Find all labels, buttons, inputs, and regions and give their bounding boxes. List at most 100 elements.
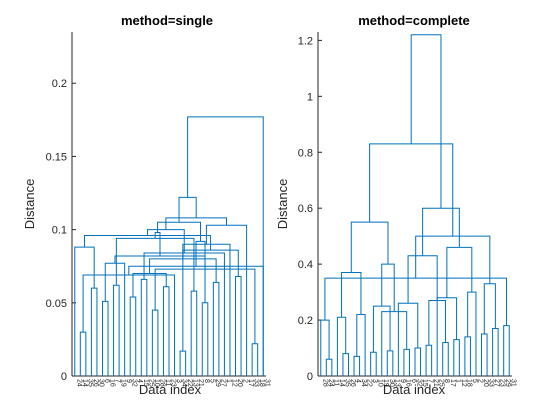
dendrogram-link: [320, 319, 330, 376]
dendrogram-link: [467, 291, 477, 376]
leaf-label: 18: [465, 379, 472, 387]
leaf-label: 10: [377, 379, 384, 387]
y-tick-label: 0.15: [46, 151, 67, 163]
leaf-label: 1: [454, 379, 461, 383]
leaf-label: 23: [170, 379, 177, 387]
leaf-label: 26: [349, 379, 356, 387]
leaf-label: 15: [142, 379, 149, 387]
dendrogram-link: [151, 309, 159, 376]
leaf-label: 28: [158, 379, 165, 387]
leaf-label: 34: [360, 379, 367, 387]
dendrogram-link: [162, 286, 170, 376]
leaf-label: 19: [382, 379, 389, 387]
dendrogram-link: [90, 287, 98, 376]
dendrogram-link: [212, 281, 220, 376]
dendrogram-link: [324, 277, 507, 326]
leaf-label: 1: [225, 379, 232, 383]
complete-x-axis-label: Data index: [383, 382, 446, 397]
leaf-label: 20: [236, 379, 243, 387]
leaf-label: 33: [488, 379, 495, 387]
complete-linkage-panel: method=complete Data index Distance 0 0.2…: [275, 13, 517, 397]
dendrogram-link: [381, 263, 395, 312]
dendrogram-link: [442, 341, 449, 376]
complete-panel-title: method=complete: [358, 13, 470, 28]
leaf-label: 32: [416, 379, 423, 387]
dendrogram-link: [79, 331, 87, 376]
dendrogram-link: [342, 353, 349, 376]
dendrogram-link: [381, 311, 408, 376]
dendrogram-link: [179, 350, 187, 376]
leaf-label: 15: [421, 379, 428, 387]
y-tick-label: 1: [307, 91, 313, 103]
dendrogram-link: [414, 347, 422, 376]
leaf-label: 13: [393, 379, 400, 387]
leaf-label: 11: [332, 379, 339, 386]
complete-dendrogram-links: [320, 34, 510, 376]
dendrogram-link: [353, 355, 361, 376]
dendrogram-link: [235, 275, 242, 376]
leaf-label: 33: [253, 379, 260, 387]
dendrogram-link: [187, 116, 264, 376]
leaf-label: 5: [471, 379, 478, 383]
leaf-label: 25: [438, 379, 445, 387]
dendrogram-link: [101, 300, 109, 376]
leaf-label: 10: [153, 379, 160, 387]
y-tick-label: 0.6: [298, 203, 313, 215]
dendrogram-link: [410, 34, 442, 209]
leaf-label: 19: [120, 379, 127, 387]
leaf-label: 2: [476, 379, 483, 383]
leaf-label: 5: [208, 379, 215, 383]
dendrogram-link: [415, 235, 491, 284]
leaf-label: 30: [388, 379, 395, 387]
leaf-label: 4: [136, 379, 143, 383]
dendrogram-link: [182, 243, 231, 376]
leaf-label: 17: [449, 379, 456, 387]
single-y-axis-label: Distance: [22, 179, 37, 230]
y-tick-label: 0.2: [298, 315, 313, 327]
dendrogram-link: [503, 325, 510, 376]
dendrogram-link: [425, 344, 433, 376]
leaf-label: 16: [404, 379, 411, 387]
dendrogram-link: [341, 272, 362, 318]
y-tick-label: 0: [307, 371, 313, 383]
leaf-label: 8: [203, 379, 210, 383]
dendrogram-link: [422, 207, 460, 256]
leaf-label: 9: [125, 379, 132, 383]
single-leaf-labels: 2414352630616719932415251028112333422132…: [75, 379, 270, 387]
leaf-label: 8: [443, 379, 450, 383]
dendrogram-link: [446, 246, 473, 298]
dendrogram-link: [195, 240, 206, 303]
dendrogram-link: [143, 252, 225, 376]
leaf-label: 24: [75, 379, 82, 387]
dendrogram-link: [129, 296, 137, 376]
leaf-label: 26: [92, 379, 99, 387]
dendrogram-link: [201, 302, 209, 376]
single-x-axis-label: Data index: [139, 382, 202, 397]
leaf-label: 31: [264, 379, 271, 387]
leaf-label: 16: [109, 379, 116, 387]
leaf-label: 13: [192, 379, 199, 387]
dendrogram-link: [128, 265, 264, 376]
leaf-label: 14: [81, 379, 88, 387]
single-dendrogram-links: [74, 116, 264, 376]
leaf-label: 23: [499, 379, 506, 387]
leaf-label: 28: [321, 379, 328, 387]
leaf-label: 6: [103, 379, 110, 383]
single-y-ticks: 0 0.05 0.1 0.15 0.2: [46, 78, 76, 383]
y-tick-label: 0.4: [298, 259, 313, 271]
leaf-label: 14: [338, 379, 345, 387]
dendrogram-link: [369, 143, 454, 237]
leaf-label: 22: [186, 379, 193, 387]
dendrogram-link: [178, 196, 197, 223]
complete-leaf-labels: 2824111435264342231019301391663215721258…: [321, 379, 516, 387]
leaf-label: 20: [482, 379, 489, 387]
single-panel-title: method=single: [121, 13, 213, 28]
leaf-label: 34: [181, 379, 188, 387]
dendrogram-link: [336, 316, 347, 376]
leaf-label: 12: [230, 379, 237, 387]
leaf-label: 18: [258, 379, 265, 387]
y-tick-label: 0.2: [52, 78, 67, 90]
leaf-label: 4: [355, 379, 362, 383]
leaf-label: 2: [242, 379, 249, 383]
